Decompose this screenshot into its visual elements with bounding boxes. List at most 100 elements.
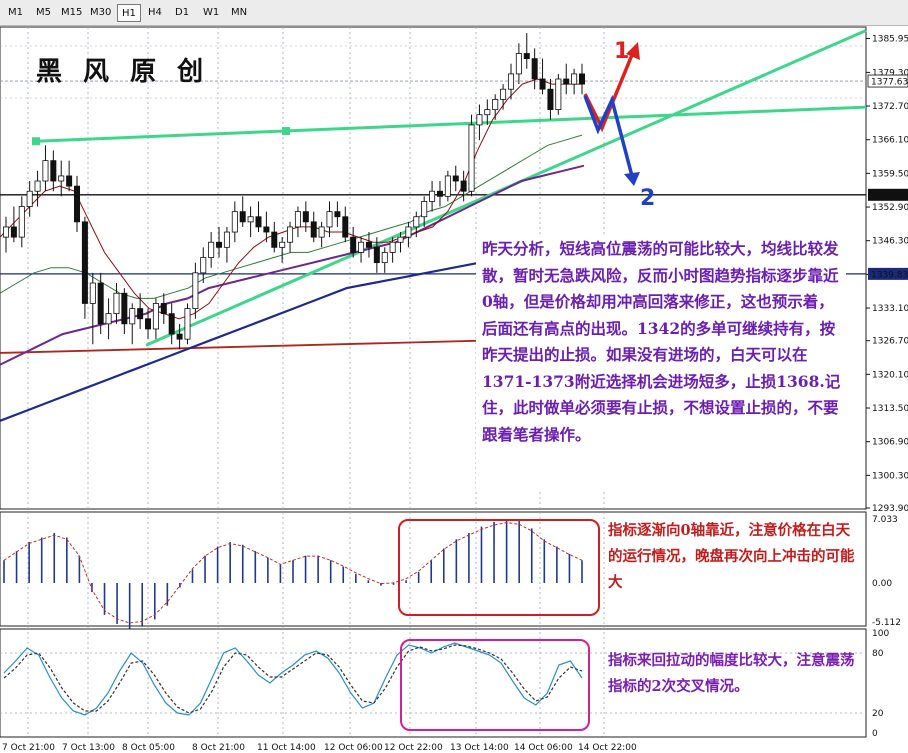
current-price-tag [867,74,908,88]
candle-body [247,216,254,223]
candle-body [50,160,57,182]
candle-body [318,226,325,238]
candle-body [373,246,380,264]
stochastic-note: 指标来回拉动的幅度比较大，注意震荡指标的2次交叉情况。 [608,652,855,695]
price-tick-label: 1293.90 [872,504,908,514]
candle-body [192,272,199,309]
candle-body [18,206,25,238]
candle-body [468,124,475,192]
macd-highlight-box [398,519,600,616]
candle-body [429,190,436,202]
line-price-tag [868,267,908,280]
candle-body [539,78,546,90]
price-tick-label: 1352.90 [872,203,908,213]
candle-body [405,226,412,238]
time-tick-label: 12 Oct 22:00 [384,743,443,753]
candle-body [444,175,451,197]
candle-body [310,221,317,238]
macd-tick-label: 0.00 [872,579,892,589]
candle-body [302,211,309,223]
candlestick-series [3,33,586,350]
candle-body [66,175,73,187]
time-tick-label: 13 Oct 14:00 [450,743,509,753]
timeframe-h4-button[interactable]: H4 [148,7,162,18]
horizontal-support-red [0,339,481,354]
candle-body [507,73,514,90]
price-tick-label: 1313.50 [872,404,908,414]
current-price-text: 1377.63 [871,78,908,88]
candle-body [389,241,396,253]
chart-area: 12 黑 风 原 创 昨天分析，短线高位震荡的可能比较大，均线比较发散，暂时无急… [0,26,908,753]
price-tick-label: 1372.70 [872,102,908,112]
candle-body [255,216,262,228]
stochastic-panel [0,628,867,738]
candle-body [287,226,294,243]
candle-body [200,257,207,274]
price-tick-label: 1326.70 [872,337,908,347]
line-price-tag [868,188,908,201]
upper-channel-trendline [35,105,867,143]
arrow-down-label: 2 [640,186,655,211]
candle-body [239,211,246,223]
time-tick-label: 8 Oct 05:00 [122,743,175,753]
timeframe-m30-button[interactable]: M30 [90,7,112,18]
stoch-k-line [3,642,583,716]
candle-body [97,282,104,325]
timeframe-d1-button[interactable]: D1 [175,7,190,18]
stoch-d-line [3,644,583,714]
candle-body [358,241,365,253]
stochastic-highlight-box [400,639,590,731]
timeframe-m5-button[interactable]: M5 [36,7,51,18]
candle-body [452,175,459,182]
candle-body [81,221,88,304]
timeframe-m15-button[interactable]: M15 [61,7,83,18]
ma-long-line [0,261,481,422]
macd-panel [0,511,867,627]
candle-body [160,303,167,315]
candle-body [184,308,191,340]
stochastic-lines [0,642,866,716]
price-axis: 1385.95 1379.30 1372.70 1366.10 1359.50 1352.… [866,34,908,739]
candle-body [571,73,578,85]
candle-body [484,109,491,116]
time-axis: 7 Oct 21:00 7 Oct 13:00 8 Oct 05:00 8 Oct 2… [2,743,637,753]
candle-body [216,241,223,248]
timeframe-h1-button[interactable]: H1 [117,4,141,22]
candle-body [500,88,507,100]
stoch-tick-label: 100 [872,629,889,639]
timeframe-mn-button[interactable]: MN [231,7,248,18]
price-tick-label: 1346.30 [872,237,908,247]
candle-body [263,226,270,233]
price-tick-label: 1320.10 [872,370,908,380]
price-tick-label: 1333.10 [872,304,908,314]
candle-body [515,53,522,75]
timeframe-m1-button[interactable]: M1 [8,7,23,18]
price-tick-label: 1300.30 [872,471,908,481]
price-tick-label: 1306.90 [872,438,908,448]
candle-body [26,190,33,207]
candle-body [436,190,443,197]
macd-tick-label: 7.033 [872,515,898,525]
time-tick-label: 11 Oct 14:00 [257,743,316,753]
line-price-text: 1355.29 [871,191,908,201]
price-tick-label: 1366.10 [872,136,908,146]
candle-body [492,99,499,111]
candle-body [555,78,562,111]
watermark-text: 黑 风 原 创 [36,57,209,87]
timeframe-w1-button[interactable]: W1 [203,7,220,18]
line-price-text: 1339.83 [871,270,908,280]
candle-body [105,313,112,325]
candle-body [563,78,570,85]
candle-body [58,175,65,182]
analysis-text: 昨天分析，短线高位震荡的可能比较大，均线比较发散，暂时无急跌风险，反而小时图趋势… [482,239,841,444]
macd-histogram [3,519,583,629]
candle-body [34,180,41,192]
time-tick-label: 14 Oct 22:00 [578,743,637,753]
candle-body [460,180,467,192]
candle-body [89,282,96,304]
candle-body [10,226,17,238]
candle-body [168,313,175,335]
candle-body [271,231,278,248]
forecast-arrows: 12 [583,39,655,211]
bearish-arrowhead [624,172,640,186]
